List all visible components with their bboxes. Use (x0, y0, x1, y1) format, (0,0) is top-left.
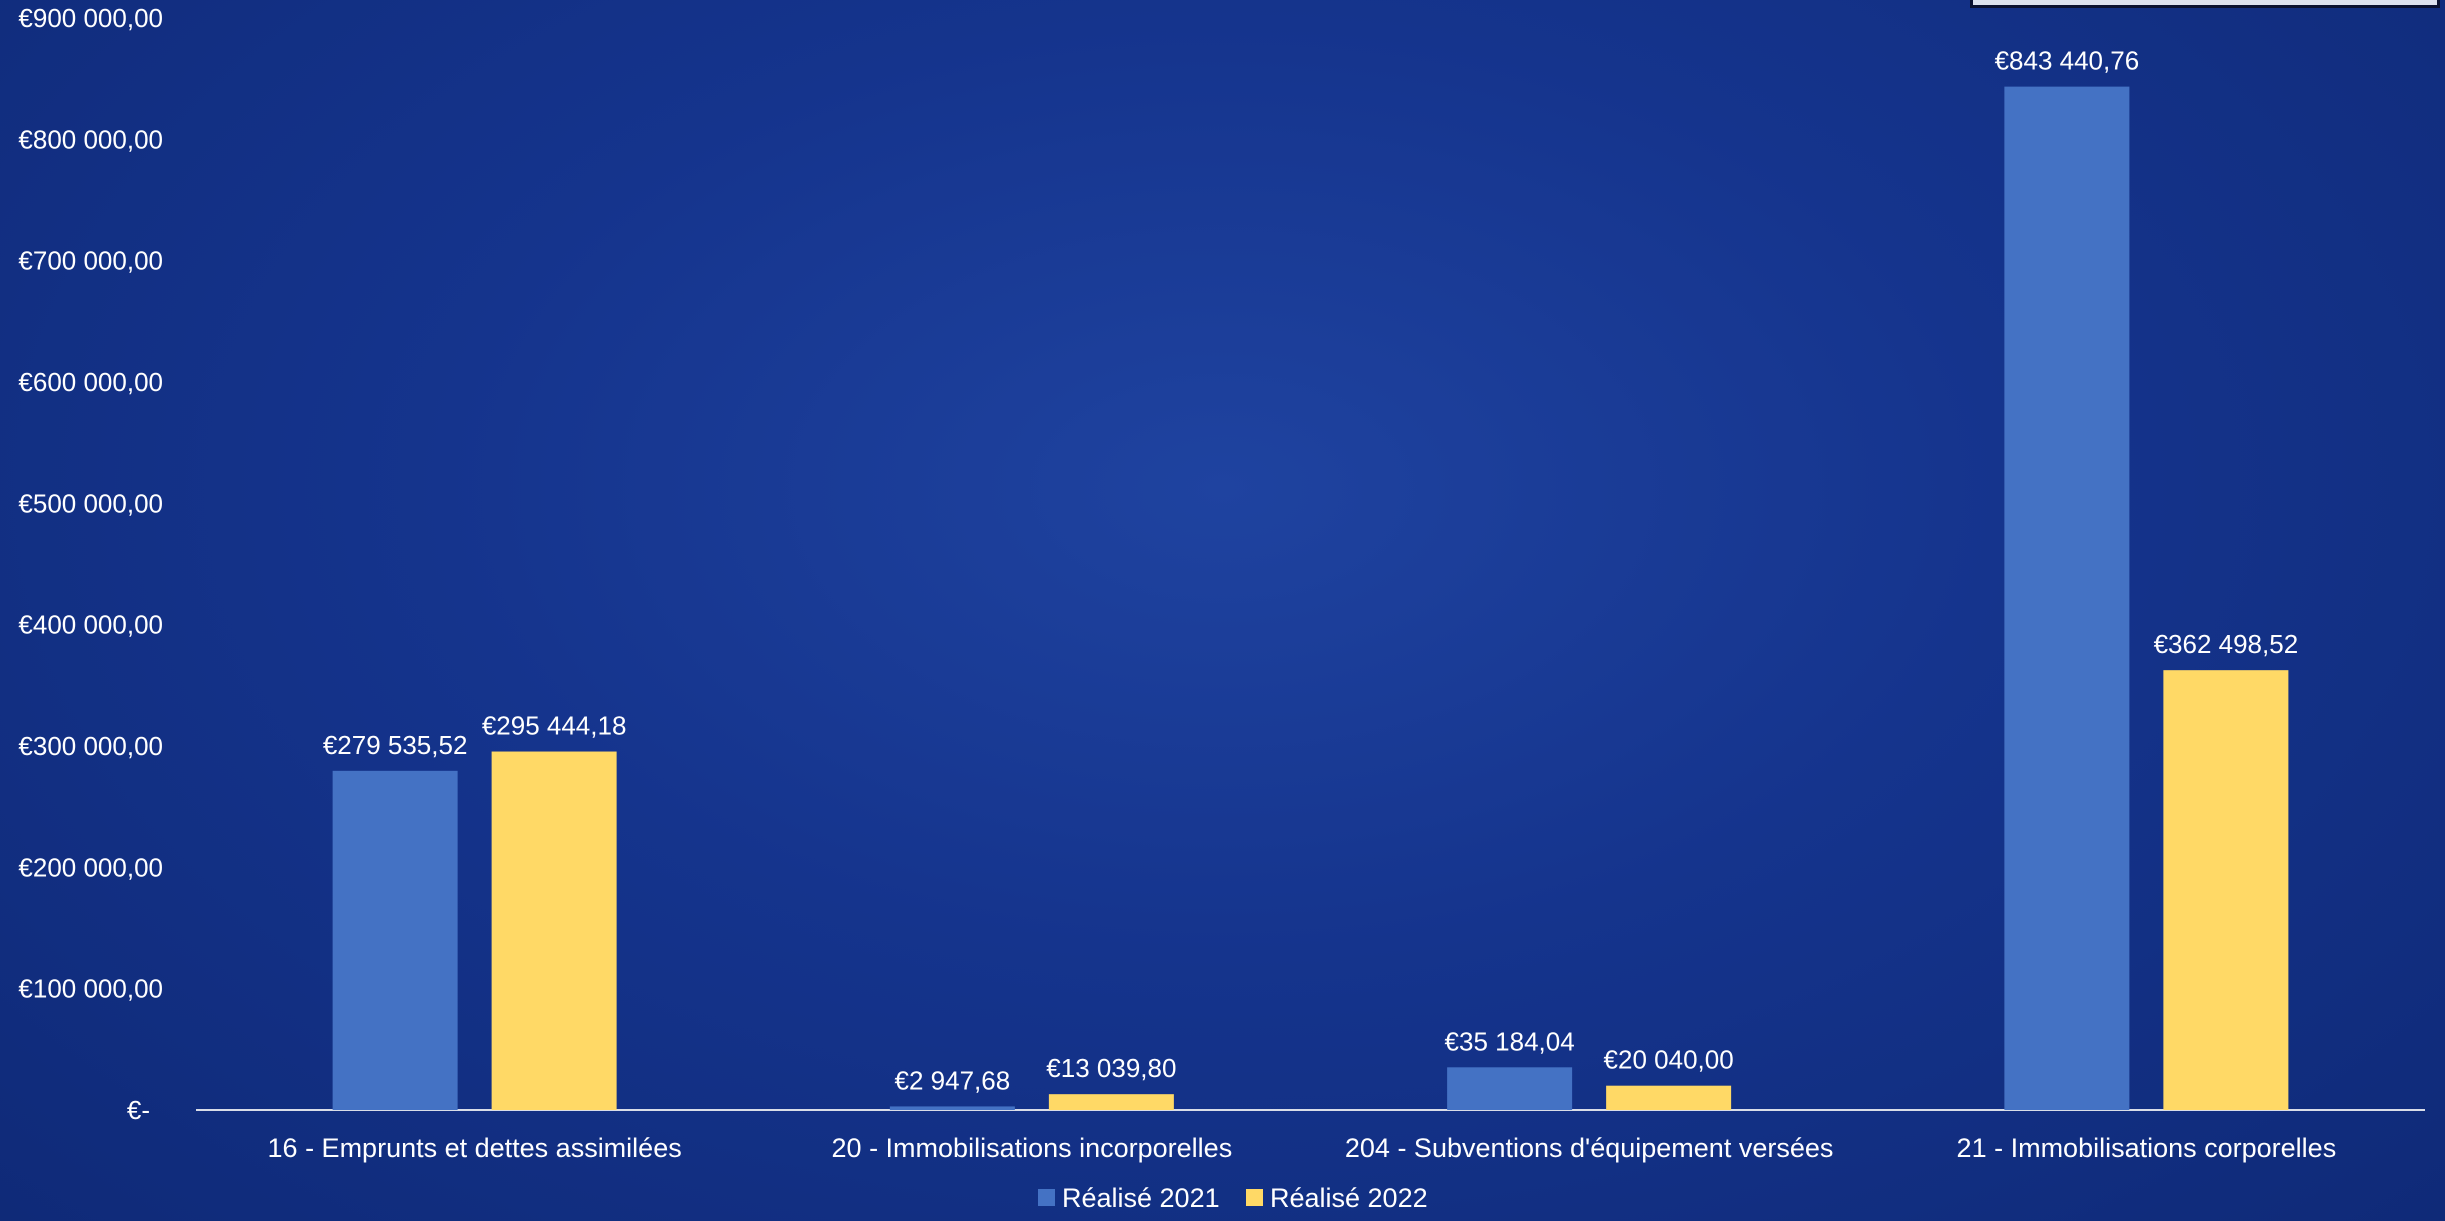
data-label: €35 184,04 (1445, 1026, 1575, 1056)
legend-swatch (1038, 1189, 1055, 1206)
bar (1447, 1067, 1573, 1110)
data-label: €362 498,52 (2154, 629, 2299, 659)
data-label: €20 040,00 (1604, 1045, 1734, 1075)
data-label: €279 535,52 (323, 730, 468, 760)
x-tick-label: 204 - Subventions d'équipement versées (1345, 1133, 1833, 1163)
y-tick-label: €200 000,00 (18, 852, 163, 882)
data-label: €2 947,68 (895, 1065, 1011, 1095)
y-tick-label: €- (127, 1095, 150, 1125)
legend-label: Réalisé 2021 (1062, 1183, 1220, 1213)
y-tick-label: €500 000,00 (18, 488, 163, 518)
bar (1048, 1094, 1174, 1110)
bar (491, 751, 617, 1110)
bar (332, 770, 458, 1110)
bar (1606, 1085, 1732, 1110)
data-label: €295 444,18 (482, 711, 627, 741)
legend-swatch (1246, 1189, 1263, 1206)
x-tick-label: 16 - Emprunts et dettes assimilées (268, 1133, 682, 1163)
data-label: €843 440,76 (1995, 46, 2140, 76)
bar (2163, 670, 2289, 1110)
y-tick-label: €700 000,00 (18, 246, 163, 276)
bar (889, 1106, 1015, 1110)
y-tick-label: €600 000,00 (18, 367, 163, 397)
y-tick-label: €800 000,00 (18, 124, 163, 154)
y-tick-label: €900 000,00 (18, 3, 163, 33)
data-label: €13 039,80 (1046, 1053, 1176, 1083)
y-tick-label: €300 000,00 (18, 731, 163, 761)
y-tick-label: €400 000,00 (18, 610, 163, 640)
bar (2004, 86, 2130, 1110)
partial-text-box (1970, 0, 2440, 8)
legend-label: Réalisé 2022 (1270, 1183, 1428, 1213)
x-tick-label: 21 - Immobilisations corporelles (1957, 1133, 2337, 1163)
y-tick-label: €100 000,00 (18, 974, 163, 1004)
x-tick-label: 20 - Immobilisations incorporelles (832, 1133, 1233, 1163)
